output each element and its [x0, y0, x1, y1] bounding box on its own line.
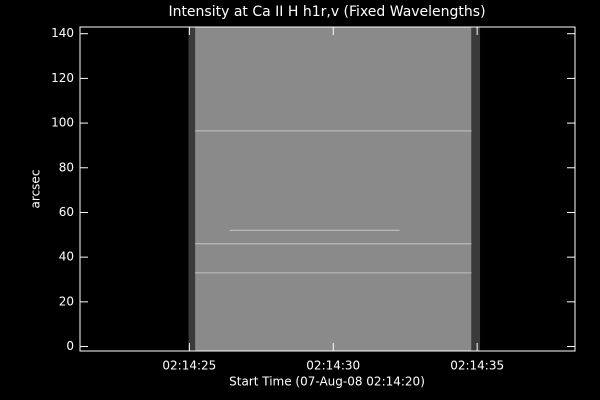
plot-frame	[79, 26, 576, 352]
y-tick-label: 100	[51, 116, 74, 130]
y-tick-label: 20	[59, 294, 74, 308]
image-band	[195, 27, 472, 351]
y-tick-label: 120	[51, 71, 74, 85]
y-tick-label: 60	[59, 205, 74, 219]
image-band	[188, 27, 196, 351]
y-tick-label: 40	[59, 250, 74, 264]
x-tick-label: 02:14:35	[450, 359, 504, 373]
x-axis-title: Start Time (07-Aug-08 02:14:20)	[229, 375, 425, 389]
image-band	[471, 27, 481, 351]
x-tick-label: 02:14:25	[162, 359, 216, 373]
y-tick-label: 0	[66, 339, 74, 353]
y-axis-title: arcsec	[29, 170, 43, 209]
x-tick-label: 02:14:30	[306, 359, 360, 373]
y-tick-label: 140	[51, 26, 74, 40]
y-tick-label: 80	[59, 160, 74, 174]
chart-title: Intensity at Ca II H h1r,v (Fixed Wavele…	[168, 4, 485, 20]
